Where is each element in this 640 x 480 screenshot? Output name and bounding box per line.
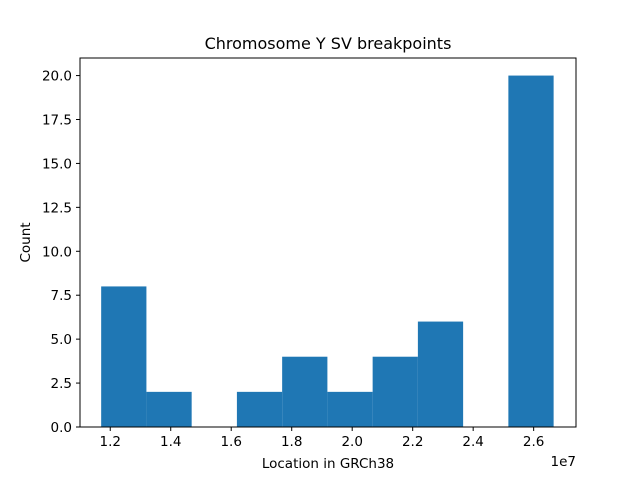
histogram-bar (282, 356, 328, 427)
histogram-bar (417, 321, 464, 427)
x-tick-label: 1.8 (281, 434, 302, 450)
x-ticks-group: 1.2 1.4 1.6 1.8 2.0 2.2 2.4 2.6 (100, 427, 544, 450)
x-axis-label: Location in GRCh38 (262, 456, 394, 472)
y-tick-label: 17.5 (42, 113, 72, 129)
y-axis-label: Count (18, 222, 34, 262)
y-tick-label: 7.5 (51, 288, 72, 304)
y-tick-label: 15.0 (42, 156, 72, 172)
plot-frame (79, 57, 577, 428)
x-tick-label: 2.2 (402, 434, 423, 450)
x-tick-label: 2.6 (523, 434, 544, 450)
histogram-bar (508, 75, 554, 428)
histogram-bar (101, 286, 147, 427)
y-tick-label: 12.5 (42, 200, 72, 216)
y-tick-label: 20.0 (42, 69, 72, 85)
y-ticks-group: 0.0 2.5 5.0 7.5 10.0 12.5 15.0 17.5 20.0 (42, 69, 80, 436)
x-tick-label: 1.2 (100, 434, 121, 450)
x-offset-text: 1e7 (551, 454, 576, 470)
bars-group (101, 75, 554, 428)
histogram-bar (327, 391, 373, 427)
y-tick-label: 0.0 (51, 420, 72, 436)
y-tick-label: 2.5 (51, 376, 72, 392)
y-tick-label: 5.0 (51, 332, 72, 348)
x-tick-label: 1.6 (220, 434, 241, 450)
histogram-bar (372, 356, 418, 427)
histogram-bar (236, 391, 283, 427)
x-tick-label: 2.4 (462, 434, 483, 450)
histogram-bar (146, 391, 192, 427)
chart-title: Chromosome Y SV breakpoints (205, 34, 452, 53)
x-tick-label: 2.0 (341, 434, 362, 450)
x-tick-label: 1.4 (160, 434, 181, 450)
y-tick-label: 10.0 (42, 244, 72, 260)
